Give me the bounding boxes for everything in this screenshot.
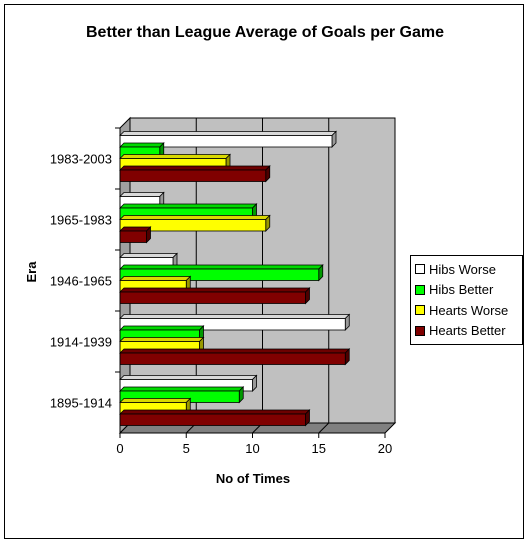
x-tick-label: 5 xyxy=(183,441,190,456)
legend-label: Hibs Worse xyxy=(429,261,496,277)
bar xyxy=(119,130,337,148)
legend-swatch xyxy=(415,264,425,275)
chart-frame xyxy=(4,4,524,539)
y-category-label: 1895-1914 xyxy=(50,396,112,411)
y-axis-label: Era xyxy=(24,261,39,283)
x-tick-label: 15 xyxy=(312,441,326,456)
bar xyxy=(119,313,351,331)
bar xyxy=(119,287,311,305)
y-category-label: 1946-1965 xyxy=(50,274,112,289)
legend-swatch xyxy=(415,325,425,336)
y-category-label: 1983-2003 xyxy=(50,152,112,167)
legend-item: Hibs Better xyxy=(415,280,522,301)
legend-swatch xyxy=(415,284,425,295)
chart-legend: Hibs Worse Hibs Better Hearts Worse Hearts … xyxy=(410,255,523,345)
legend-label: Hearts Better xyxy=(429,323,506,339)
legend-item: Hearts Better xyxy=(415,321,522,342)
legend-label: Hearts Worse xyxy=(429,302,509,318)
bar xyxy=(119,165,271,183)
x-tick-label: 10 xyxy=(245,441,259,456)
x-tick-labels: 0 5 10 15 20 xyxy=(116,441,392,456)
bar xyxy=(119,374,258,392)
y-category-label: 1914-1939 xyxy=(50,335,112,350)
legend-swatch xyxy=(415,305,425,316)
bar-series xyxy=(119,130,351,427)
axes xyxy=(115,127,386,438)
floor-gridline xyxy=(318,422,330,434)
chart-title: Better than League Average of Goals per … xyxy=(86,24,444,41)
x-tick-label: 20 xyxy=(378,441,392,456)
bar xyxy=(119,409,311,427)
legend-item: Hearts Worse xyxy=(415,300,522,321)
legend-item: Hibs Worse xyxy=(415,259,522,280)
x-axis-label: No of Times xyxy=(216,471,290,486)
y-category-labels: 1983-2003 1965-1983 1946-1965 1914-1939 1895… xyxy=(50,152,112,411)
bar xyxy=(119,226,152,244)
x-tick-label: 0 xyxy=(116,441,123,456)
legend-label: Hibs Better xyxy=(429,282,494,298)
bar xyxy=(119,348,351,366)
y-category-label: 1965-1983 xyxy=(50,213,112,228)
bar xyxy=(119,214,271,232)
